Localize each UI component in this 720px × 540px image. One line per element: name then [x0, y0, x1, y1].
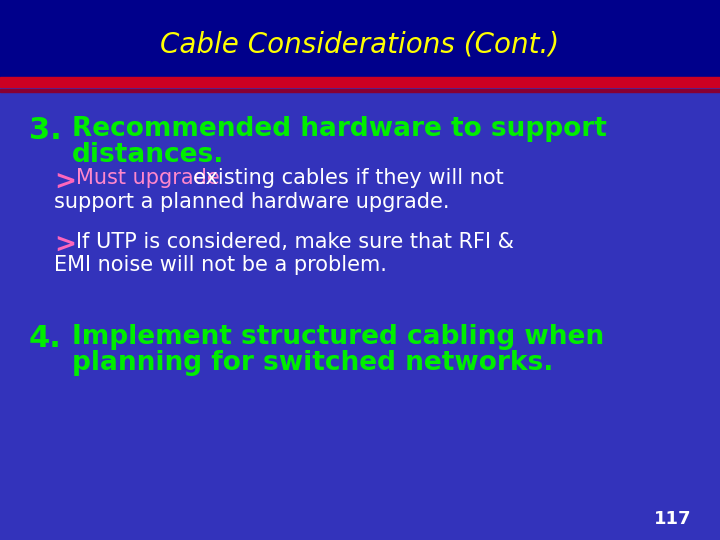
Text: distances.: distances. — [72, 142, 225, 168]
Text: planning for switched networks.: planning for switched networks. — [72, 350, 554, 376]
Text: Implement structured cabling when: Implement structured cabling when — [72, 324, 604, 350]
Text: >: > — [54, 232, 76, 258]
Text: 4.: 4. — [29, 324, 62, 353]
Text: EMI noise will not be a problem.: EMI noise will not be a problem. — [54, 255, 387, 275]
Text: 3.: 3. — [29, 116, 61, 145]
Text: Must upgrade: Must upgrade — [76, 168, 220, 188]
Text: If UTP is considered, make sure that RFI &: If UTP is considered, make sure that RFI… — [76, 232, 513, 252]
Text: Cable Considerations (Cont.): Cable Considerations (Cont.) — [161, 30, 559, 58]
Text: Recommended hardware to support: Recommended hardware to support — [72, 116, 607, 142]
Text: >: > — [54, 168, 76, 194]
Text: existing cables if they will not: existing cables if they will not — [193, 168, 504, 188]
Text: support a planned hardware upgrade.: support a planned hardware upgrade. — [54, 192, 449, 212]
Text: 117: 117 — [654, 510, 691, 528]
